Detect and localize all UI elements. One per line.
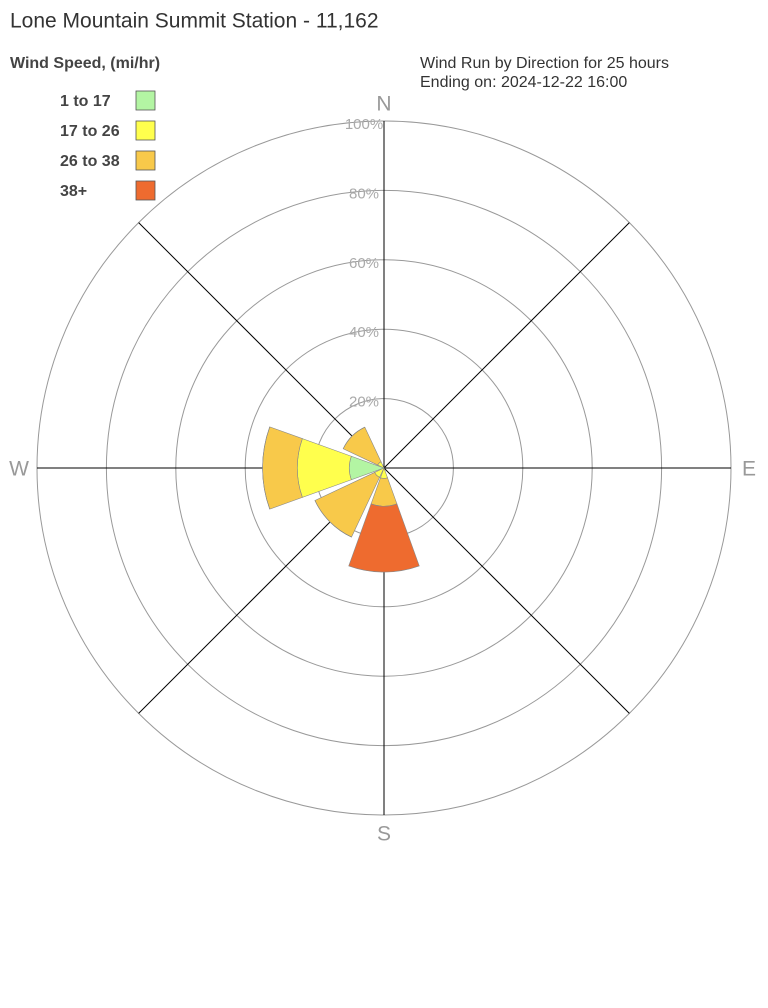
legend-swatch	[135, 120, 156, 141]
r-tick-label: 40%	[349, 324, 379, 341]
direction-label: S	[377, 823, 391, 846]
r-tick-label: 100%	[345, 116, 383, 133]
direction-label: N	[376, 93, 391, 116]
wedge	[314, 500, 352, 538]
r-tick-label: 20%	[349, 394, 379, 411]
spoke	[383, 222, 630, 469]
legend-swatch	[135, 90, 156, 111]
wedge	[262, 426, 303, 510]
direction-label: E	[742, 458, 756, 481]
legend-title: Wind Speed, (mi/hr)	[10, 55, 160, 72]
chart-title: Lone Mountain Summit Station - 11,162	[10, 10, 379, 33]
legend-swatch	[135, 150, 156, 171]
subtitle: Ending on: 2024-12-22 16:00	[420, 74, 627, 91]
legend-label: 1 to 17	[60, 93, 111, 110]
r-tick-label: 80%	[349, 185, 379, 202]
direction-label: W	[9, 458, 29, 481]
legend-label: 17 to 26	[60, 123, 120, 140]
subtitle: Wind Run by Direction for 25 hours	[420, 55, 669, 72]
r-tick-label: 60%	[349, 255, 379, 272]
spoke	[138, 222, 385, 469]
legend-swatch	[135, 180, 156, 201]
wedge	[348, 503, 420, 573]
legend-label: 26 to 38	[60, 153, 120, 170]
legend-label: 38+	[60, 183, 87, 200]
spoke	[383, 467, 630, 714]
